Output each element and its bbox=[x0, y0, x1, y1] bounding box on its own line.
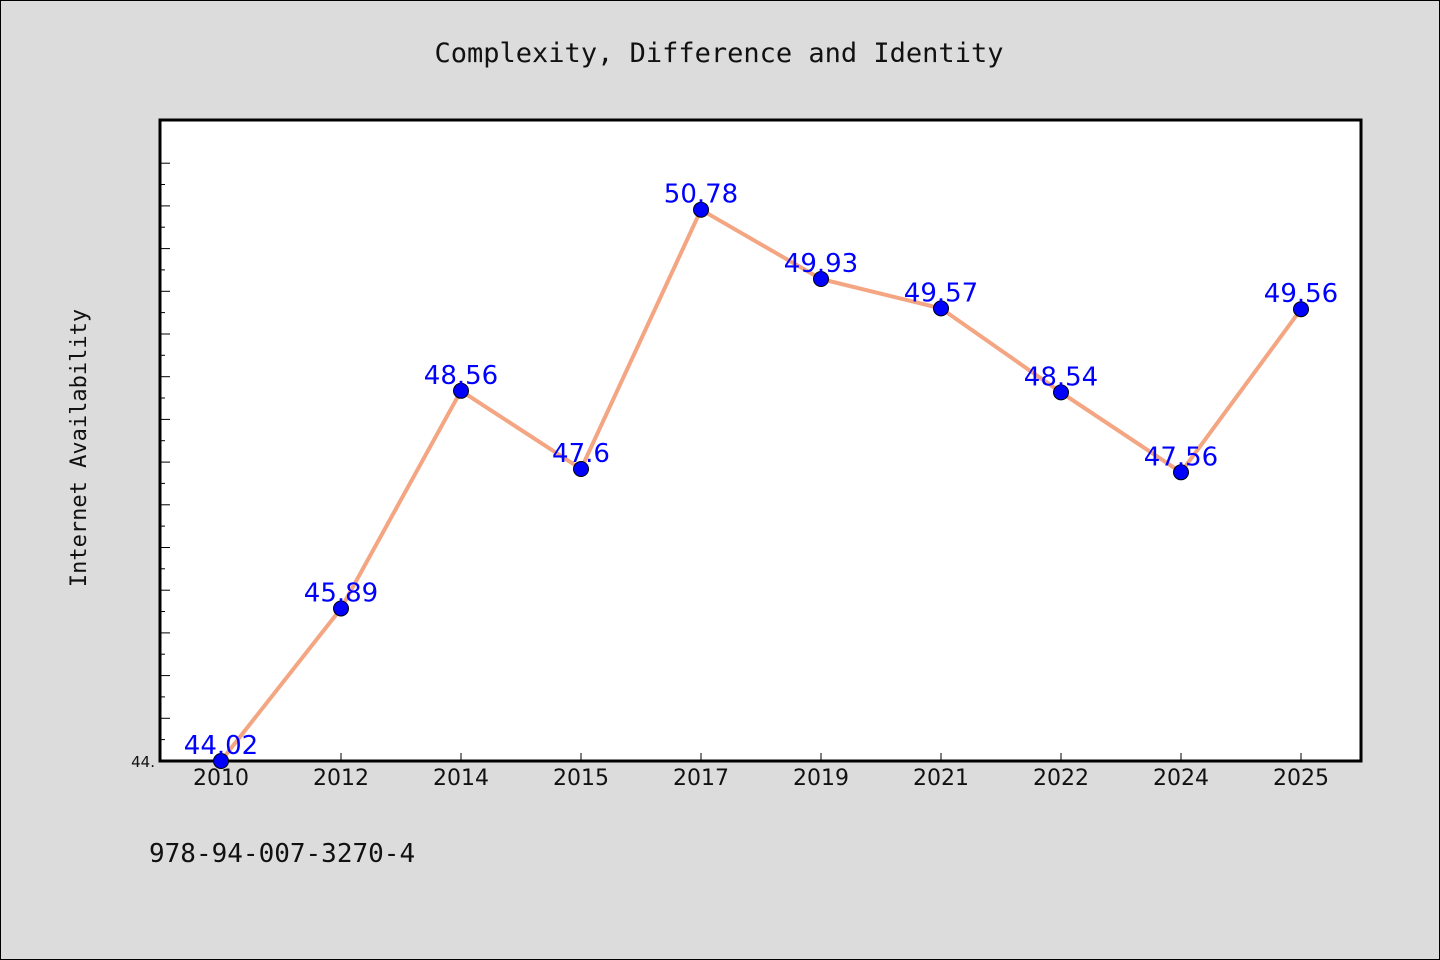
y-axis-ticks: 44. bbox=[131, 162, 170, 771]
data-point-marker bbox=[213, 753, 229, 769]
data-point-marker bbox=[1053, 384, 1069, 401]
data-point-marker bbox=[1293, 301, 1309, 318]
data-point-label: 44.02 bbox=[184, 731, 258, 761]
x-tick-label: 2012 bbox=[313, 766, 369, 791]
data-point-label: 49.56 bbox=[1264, 279, 1338, 309]
x-tick-label: 2021 bbox=[913, 766, 969, 791]
x-tick-label: 2019 bbox=[793, 766, 849, 791]
data-point-marker bbox=[1173, 464, 1189, 481]
plot-area bbox=[158, 118, 1363, 763]
y-axis-label: Internet Availability bbox=[67, 309, 92, 587]
series-lines bbox=[219, 207, 1303, 763]
x-axis-ticks: 2010 2012 2014 2015 2017 2019 2021 2022 2024 2025 bbox=[193, 753, 1329, 791]
data-point-marker bbox=[453, 382, 469, 399]
data-point-label: 49.93 bbox=[784, 249, 858, 279]
series-data-labels: 44.02 45.89 48.56 47.6 50.78 49.93 49.57 48.54 4… bbox=[184, 180, 1338, 761]
data-point-label: 49.57 bbox=[904, 278, 978, 308]
data-point-marker bbox=[333, 600, 349, 617]
data-point-marker bbox=[573, 461, 589, 477]
x-tick-label: 2015 bbox=[553, 766, 609, 791]
x-tick-label: 2022 bbox=[1033, 766, 1089, 791]
y-tick-label: 44. bbox=[131, 753, 155, 771]
chart-title: Complexity, Difference and Identity bbox=[435, 38, 1004, 69]
x-tick-label: 2014 bbox=[433, 766, 489, 791]
series-line bbox=[219, 207, 1303, 763]
footer-isbn: 978-94-007-3270-4 bbox=[149, 839, 415, 869]
data-point-label: 47.56 bbox=[1144, 442, 1218, 472]
x-tick-label: 2025 bbox=[1273, 766, 1329, 791]
data-point-label: 47.6 bbox=[552, 439, 610, 469]
data-point-label: 45.89 bbox=[304, 579, 378, 609]
data-point-label: 48.54 bbox=[1024, 362, 1098, 392]
data-point-marker bbox=[813, 271, 829, 287]
data-point-label: 50.78 bbox=[664, 180, 738, 210]
x-tick-label: 2017 bbox=[673, 766, 729, 791]
x-tick-label: 2024 bbox=[1153, 766, 1209, 791]
x-tick-label: 2010 bbox=[193, 766, 249, 791]
series-markers bbox=[213, 201, 1309, 769]
data-point-marker bbox=[933, 300, 949, 317]
data-point-marker bbox=[693, 201, 709, 218]
data-point-label: 48.56 bbox=[424, 361, 498, 391]
